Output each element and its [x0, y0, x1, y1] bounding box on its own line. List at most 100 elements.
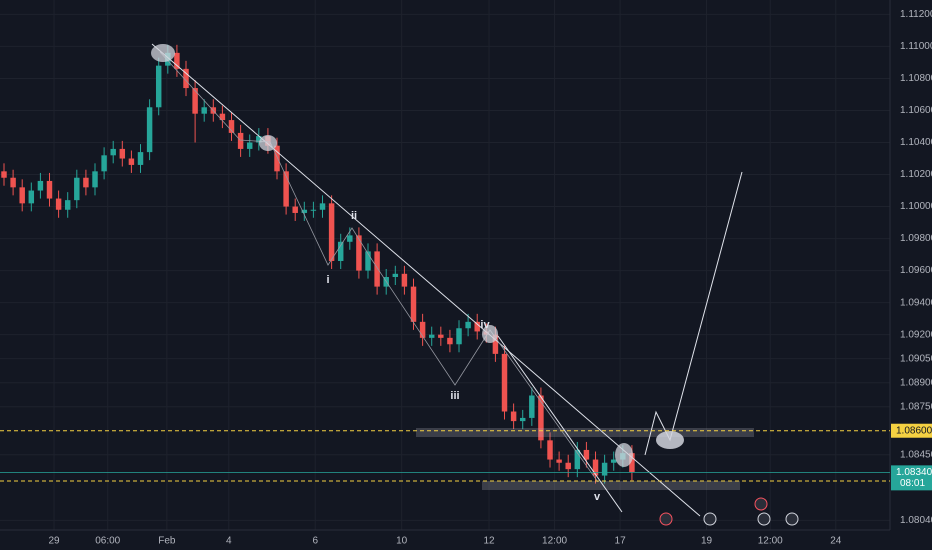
- candle-body: [538, 395, 544, 441]
- candle-body: [1, 171, 7, 178]
- price-axis: [890, 0, 932, 550]
- candle-body: [510, 411, 517, 422]
- y-tick-label: 1.09400: [900, 297, 932, 308]
- candle-body: [392, 273, 399, 278]
- pivot-marker: [151, 44, 175, 62]
- x-tick-label: 10: [396, 536, 408, 547]
- y-tick-label: 1.09600: [900, 265, 932, 276]
- event-icon: [659, 512, 673, 526]
- candle-body: [492, 334, 499, 354]
- candle-body: [119, 148, 126, 159]
- event-icon: [757, 512, 771, 526]
- y-tick-label: 1.08750: [900, 401, 932, 412]
- wave-label: v: [594, 491, 601, 503]
- candle-body: [292, 206, 298, 213]
- candle-body: [565, 462, 571, 470]
- candle-body: [328, 203, 335, 261]
- candle-body: [155, 65, 162, 108]
- candle-body: [301, 209, 308, 213]
- y-tick-label: 1.10000: [900, 201, 932, 212]
- last-price-label: 1.08340: [896, 467, 932, 478]
- y-tick-label: 1.08040: [900, 515, 932, 526]
- candle-body: [137, 152, 144, 165]
- candle-body: [337, 241, 344, 261]
- candle-body: [219, 113, 226, 121]
- pivot-marker: [482, 325, 498, 343]
- pivot-marker: [259, 135, 277, 151]
- x-tick-label: 12:00: [542, 536, 567, 547]
- x-tick-label: 4: [226, 536, 232, 547]
- candle-body: [592, 459, 599, 476]
- candle-body: [37, 180, 44, 191]
- resistance-zone: [416, 428, 754, 437]
- event-icon: [754, 497, 768, 511]
- candle-body: [28, 190, 35, 204]
- candle-body: [428, 334, 435, 338]
- y-tick-label: 1.08450: [900, 449, 932, 460]
- candle-body: [256, 136, 262, 143]
- wave-path: [159, 51, 599, 483]
- candle-body: [438, 334, 444, 338]
- candle-body: [55, 198, 62, 210]
- candle-body: [629, 453, 635, 473]
- candle-body: [192, 88, 198, 114]
- x-tick-label: 06:00: [95, 536, 120, 547]
- candle-body: [319, 203, 326, 210]
- candle-body: [274, 145, 280, 172]
- target-marker: [656, 431, 684, 449]
- y-tick-label: 1.09200: [900, 329, 932, 340]
- x-tick-label: 12: [483, 536, 495, 547]
- events: [659, 497, 799, 526]
- event-icon: [703, 512, 717, 526]
- y-tick-label: 1.10200: [900, 169, 932, 180]
- candle-body: [365, 251, 371, 271]
- candle-body: [356, 235, 362, 271]
- y-tick-label: 1.11200: [900, 9, 932, 20]
- candle-body: [574, 449, 581, 470]
- y-tick-label: 1.11000: [900, 41, 932, 52]
- candle-body: [101, 155, 107, 172]
- candle-body: [19, 187, 25, 204]
- wave-label: ii: [351, 210, 357, 222]
- candle-body: [83, 177, 89, 188]
- candle-body: [447, 337, 453, 345]
- y-tick-label: 1.09800: [900, 233, 932, 244]
- candles: [0, 0, 890, 530]
- candle-body: [201, 107, 207, 114]
- candle-body: [401, 273, 408, 287]
- wave-label: iii: [450, 390, 459, 402]
- x-tick-label: 12:00: [758, 536, 783, 547]
- candle-body: [128, 158, 135, 165]
- candle-body: [529, 395, 535, 418]
- candle-body: [146, 107, 153, 153]
- candle-body: [610, 459, 617, 463]
- x-tick-label: 6: [312, 536, 318, 547]
- candle-body: [501, 353, 508, 412]
- candle-body: [556, 459, 562, 463]
- drawings: [151, 43, 754, 517]
- candle-body: [64, 200, 71, 210]
- wave-label: i: [326, 274, 329, 286]
- wave-label: iv: [480, 319, 490, 331]
- pivot-marker: [615, 443, 633, 467]
- candle-body: [110, 148, 116, 156]
- candle-body: [456, 328, 462, 345]
- candle-body: [283, 171, 289, 207]
- candle-body: [246, 142, 253, 149]
- candle-body: [46, 180, 53, 199]
- y-tick-label: 1.08900: [900, 377, 932, 388]
- countdown-label: 08:01: [900, 478, 925, 489]
- x-tick-label: 29: [48, 536, 60, 547]
- candle-body: [347, 235, 353, 242]
- last-price-box: [891, 465, 932, 491]
- candle-body: [174, 52, 180, 69]
- y-tick-label: 1.10800: [900, 73, 932, 84]
- x-tick-label: 24: [830, 536, 842, 547]
- trend-line: [497, 335, 623, 513]
- candle-body: [547, 440, 553, 460]
- candle-body: [228, 120, 235, 133]
- candle-body: [419, 321, 426, 338]
- candle-body: [74, 177, 80, 201]
